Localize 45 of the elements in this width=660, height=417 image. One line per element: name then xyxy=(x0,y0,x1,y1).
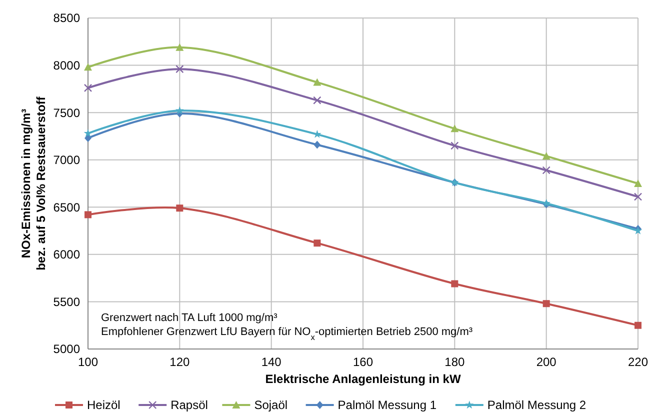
x-axis-title: Elektrische Anlagenleistung in kW xyxy=(265,372,462,386)
point xyxy=(176,204,184,212)
point xyxy=(634,180,642,187)
legend-label: Palmöl Messung 1 xyxy=(338,398,437,412)
point xyxy=(84,63,92,71)
annotation: Empfohlener Grenzwert LfU Bayern für NO$_{x}$-optimierten Betrieb 2500 mg/m³ xyxy=(101,326,473,342)
point xyxy=(84,134,92,142)
annotation: Grenzwert nach TA Luft 1000 mg/m³ xyxy=(101,312,278,324)
y-tick-label: 5500 xyxy=(53,294,80,309)
point xyxy=(84,211,92,218)
legend-label: Heizöl xyxy=(87,398,120,412)
legend-label: Palmöl Messung 2 xyxy=(487,398,586,412)
point xyxy=(542,152,550,160)
point xyxy=(175,106,184,114)
y-tick-label: 8000 xyxy=(53,58,80,72)
x-tick-label: 220 xyxy=(628,355,648,369)
point xyxy=(450,124,459,132)
y-tick-label: 6000 xyxy=(53,248,80,262)
point xyxy=(450,142,459,150)
point xyxy=(634,192,642,201)
y-tick-label: 7000 xyxy=(53,153,80,168)
point xyxy=(313,96,322,104)
x-tick-label: 180 xyxy=(444,355,465,369)
point xyxy=(314,240,321,247)
point xyxy=(176,43,184,51)
x-tick-label: 140 xyxy=(261,355,282,369)
legend-label: Rapsöl xyxy=(170,398,208,412)
x-tick-label: 120 xyxy=(170,355,190,369)
y-axis-title: NOx-Emissionen in mg/m³ bez. auf 5 Vol% Restsauerstoff xyxy=(19,96,48,270)
x-tick-label: 200 xyxy=(536,355,557,369)
x-tick-label: 160 xyxy=(352,355,374,369)
point xyxy=(634,322,642,329)
point xyxy=(84,84,92,92)
point xyxy=(542,300,550,308)
y-tick-label: 7500 xyxy=(53,106,80,120)
point xyxy=(451,280,458,288)
y-tick-label: 5000 xyxy=(53,342,80,356)
point xyxy=(542,166,550,174)
legend-label: Sojaöl xyxy=(254,398,288,412)
point xyxy=(176,64,184,74)
point xyxy=(314,140,321,149)
x-tick-label: 100 xyxy=(78,355,98,369)
y-tick-label: 6500 xyxy=(53,200,80,214)
y-tick-label: 8500 xyxy=(53,11,80,26)
point xyxy=(313,78,322,86)
